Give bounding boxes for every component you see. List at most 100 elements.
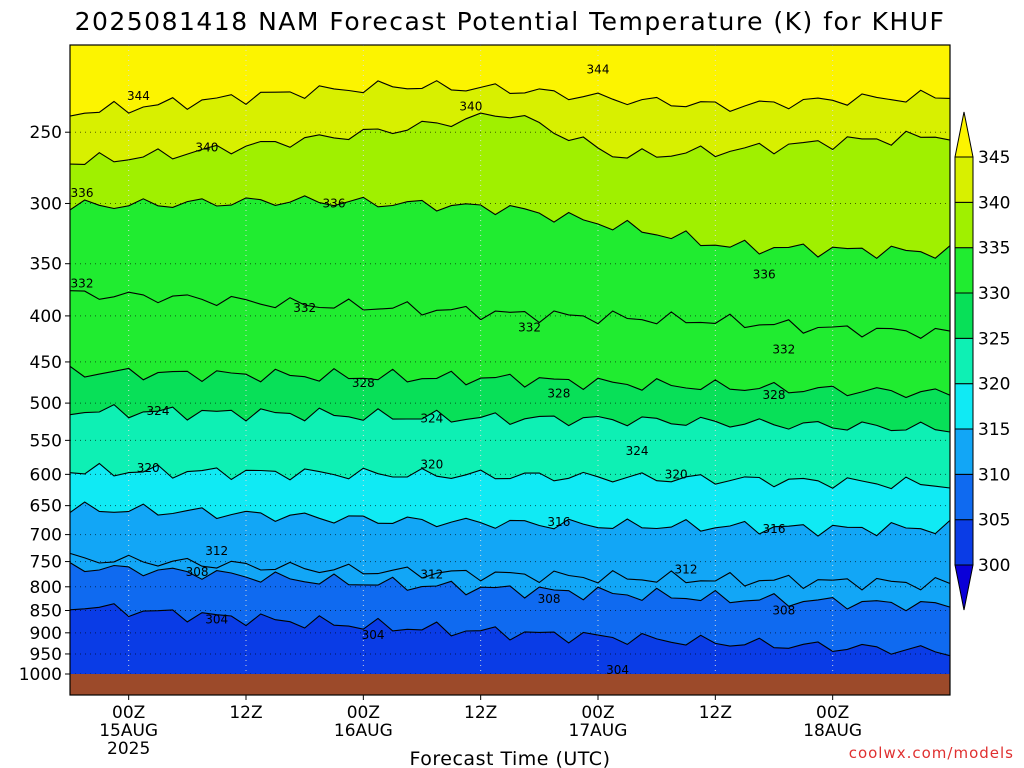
colorbar-segment [954, 292, 974, 339]
contour-label: 312 [675, 562, 698, 576]
y-tick-label: 900 [30, 624, 62, 644]
contour-label: 320 [665, 467, 688, 481]
x-tick-label: 00Z [347, 703, 380, 723]
fill-band [70, 290, 950, 398]
contour-label: 336 [753, 268, 776, 282]
colorbar-segment [954, 428, 974, 475]
contour-line-336 [69, 195, 951, 259]
fill-band [70, 502, 950, 590]
y-tick-label: 550 [30, 431, 62, 451]
y-tick-label: 450 [30, 353, 62, 373]
y-tick-label: 500 [30, 394, 62, 414]
x-tick-label: 12Z [699, 703, 732, 723]
contour-label: 304 [205, 613, 228, 627]
x-tick-label: 15AUG [99, 721, 158, 741]
contour-label: 328 [547, 387, 570, 401]
ground-band [70, 674, 950, 695]
y-tick-label: 700 [30, 526, 62, 546]
fill-band [70, 195, 950, 339]
y-tick-label: 750 [30, 553, 62, 573]
y-tick-label: 400 [30, 307, 62, 327]
x-tick-label: 00Z [816, 703, 849, 723]
plot-frame [69, 44, 951, 696]
x-tick-label: 12Z [229, 703, 262, 723]
fill-band [70, 404, 950, 489]
chart-title: 2025081418 NAM Forecast Potential Temper… [75, 7, 946, 36]
contour-label: 340 [459, 99, 482, 113]
contour-label: 324 [626, 444, 649, 458]
contour-label: 332 [518, 320, 541, 334]
y-tick-label: 350 [30, 255, 62, 275]
colorbar-label: 345 [978, 148, 1010, 168]
contour-label: 336 [323, 196, 346, 210]
contour-line-308 [69, 562, 951, 612]
colorbar-arrow-top [954, 111, 974, 158]
contour-label: 332 [71, 276, 94, 290]
contour-label: 320 [420, 457, 443, 471]
y-tick-label: 300 [30, 194, 62, 214]
fill-band [70, 553, 950, 611]
colorbar-label: 300 [978, 556, 1010, 576]
contour-label: 328 [352, 376, 375, 390]
colorbar-segment [954, 337, 974, 385]
contour-label: 324 [420, 411, 443, 425]
fill-band [70, 45, 950, 117]
fill-band [70, 366, 950, 432]
y-tick-label: 950 [30, 645, 62, 665]
x-tick-label: 17AUG [569, 721, 628, 741]
contour-line-324 [69, 403, 951, 433]
contour-line-340 [69, 112, 951, 165]
colorbar: 300 305 310 315 320 325 330 335 340 345 [954, 111, 1010, 611]
x-tick-label: 00Z [112, 703, 145, 723]
contour-label: 344 [127, 89, 150, 103]
fill-band [70, 603, 950, 674]
contour-label: 336 [71, 186, 94, 200]
colorbar-segment [954, 201, 974, 249]
contour-line-320 [69, 462, 951, 490]
x-tick-label: 00Z [581, 703, 614, 723]
contour-label: 328 [763, 388, 786, 402]
colorbar-label: 315 [978, 420, 1010, 440]
contour-line-304 [69, 603, 951, 657]
contour-label: 304 [362, 628, 385, 642]
contour-label: 316 [763, 522, 786, 536]
y-tick-label: 650 [30, 497, 62, 517]
x-tick-label: 12Z [464, 703, 497, 723]
colorbar-segment [954, 383, 974, 430]
y-tick-label: 250 [30, 123, 62, 143]
contour-label: 320 [137, 461, 160, 475]
contour-label: 308 [772, 603, 795, 617]
colorbar-label: 320 [978, 375, 1010, 395]
y-tick-label: 800 [30, 578, 62, 598]
colorbar-label: 335 [978, 239, 1010, 259]
contour-label: 332 [772, 343, 795, 357]
contour-label: 308 [538, 592, 561, 606]
contour-label: 324 [147, 404, 170, 418]
contour-label: 304 [606, 663, 629, 677]
x-tick-label: 18AUG [803, 721, 862, 741]
contour-label: 344 [587, 63, 610, 77]
contour-line-332 [69, 290, 951, 339]
contour-label: 312 [420, 567, 443, 581]
contour-label: 312 [205, 544, 228, 558]
colorbar-label: 325 [978, 329, 1010, 349]
x-tick-label: 2025 [107, 739, 150, 759]
fill-band [70, 80, 950, 165]
x-axis-title: Forecast Time (UTC) [410, 748, 611, 768]
contour-label: 308 [186, 565, 209, 579]
colorbar-segment [954, 247, 974, 294]
contour-line-312 [69, 552, 951, 591]
plot-area: 344 344 340 340 336 336 336 332 332 332 332 328 328 3… [69, 44, 951, 696]
fill-band [70, 463, 950, 537]
colorbar-segment [954, 156, 974, 203]
fill-band [70, 113, 950, 259]
colorbar-label: 330 [978, 284, 1010, 304]
y-tick-label: 600 [30, 465, 62, 485]
credit-text: coolwx.com/models [849, 744, 1014, 762]
colorbar-segment [954, 473, 974, 521]
y-tick-label: 850 [30, 601, 62, 621]
y-tick-label: 1000 [19, 665, 62, 685]
x-tick-label: 16AUG [334, 721, 393, 741]
contour-line-344 [69, 80, 951, 117]
